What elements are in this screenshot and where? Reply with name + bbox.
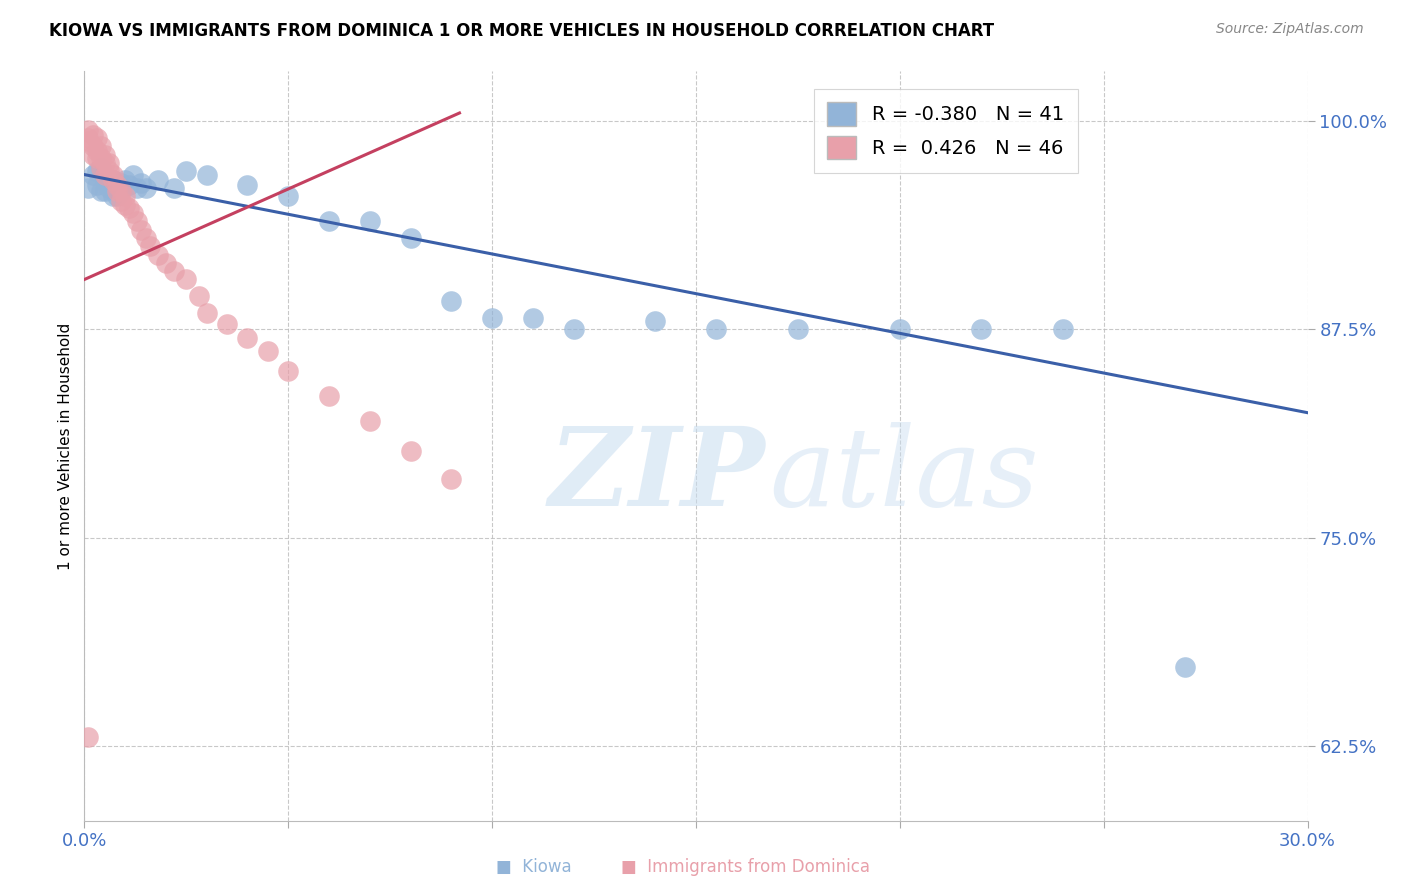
Point <box>97 156 120 170</box>
Point <box>195 306 218 320</box>
Point <box>135 181 157 195</box>
Point <box>399 231 422 245</box>
Point <box>257 344 280 359</box>
Point <box>118 201 141 215</box>
Point <box>114 189 136 203</box>
Point <box>105 184 128 198</box>
Point <box>562 322 585 336</box>
Point <box>86 145 108 159</box>
Point <box>187 289 209 303</box>
Point <box>131 222 153 236</box>
Point <box>163 181 186 195</box>
Point <box>236 331 259 345</box>
Point <box>1174 660 1197 674</box>
Point <box>481 310 503 325</box>
Point <box>101 189 124 203</box>
Text: ■  Kiowa: ■ Kiowa <box>496 858 572 876</box>
Point <box>127 214 149 228</box>
Text: Source: ZipAtlas.com: Source: ZipAtlas.com <box>1216 22 1364 37</box>
Point <box>889 322 911 336</box>
Point <box>93 184 115 198</box>
Point <box>82 128 104 142</box>
Point <box>101 172 124 186</box>
Point <box>138 239 160 253</box>
Point <box>174 164 197 178</box>
Point <box>135 231 157 245</box>
Point <box>105 181 128 195</box>
Point <box>86 164 108 178</box>
Point <box>440 472 463 486</box>
Legend: R = -0.380   N = 41, R =  0.426   N = 46: R = -0.380 N = 41, R = 0.426 N = 46 <box>814 88 1077 173</box>
Point <box>359 414 381 428</box>
Point <box>127 181 149 195</box>
Point <box>97 181 120 195</box>
Point <box>195 168 218 182</box>
Point <box>77 181 100 195</box>
Text: KIOWA VS IMMIGRANTS FROM DOMINICA 1 OR MORE VEHICLES IN HOUSEHOLD CORRELATION CH: KIOWA VS IMMIGRANTS FROM DOMINICA 1 OR M… <box>49 22 994 40</box>
Point <box>318 389 340 403</box>
Point <box>77 134 100 148</box>
Point <box>217 318 239 332</box>
Point <box>105 178 128 192</box>
Point <box>118 178 141 192</box>
Point <box>163 264 186 278</box>
Point <box>110 176 132 190</box>
Point <box>114 172 136 186</box>
Point <box>277 364 299 378</box>
Point <box>787 322 810 336</box>
Point <box>77 122 100 136</box>
Point <box>122 206 145 220</box>
Point <box>110 184 132 198</box>
Point <box>110 194 132 209</box>
Point <box>77 731 100 745</box>
Point <box>706 322 728 336</box>
Text: atlas: atlas <box>769 422 1039 530</box>
Text: ■  Immigrants from Dominica: ■ Immigrants from Dominica <box>620 858 870 876</box>
Point <box>236 178 259 192</box>
Point <box>105 189 128 203</box>
Point <box>86 178 108 192</box>
Point <box>93 172 115 186</box>
Point <box>82 147 104 161</box>
Point <box>110 184 132 198</box>
Point <box>114 197 136 211</box>
Point <box>174 272 197 286</box>
Point <box>970 322 993 336</box>
Point <box>82 139 104 153</box>
Point <box>146 247 169 261</box>
Point <box>155 256 177 270</box>
Point <box>1052 322 1074 336</box>
Point <box>93 147 115 161</box>
Point <box>318 214 340 228</box>
Point <box>399 444 422 458</box>
Point <box>440 294 463 309</box>
Point <box>90 161 112 175</box>
Y-axis label: 1 or more Vehicles in Household: 1 or more Vehicles in Household <box>58 322 73 570</box>
Point <box>90 184 112 198</box>
Point <box>90 139 112 153</box>
Point <box>90 151 112 165</box>
Point <box>101 168 124 182</box>
Point <box>522 310 544 325</box>
Point <box>86 151 108 165</box>
Point <box>277 189 299 203</box>
Point <box>644 314 666 328</box>
Point <box>122 168 145 182</box>
Text: ZIP: ZIP <box>550 422 766 530</box>
Point <box>146 172 169 186</box>
Point <box>93 156 115 170</box>
Point <box>359 214 381 228</box>
Point <box>90 161 112 175</box>
Point <box>97 164 120 178</box>
Point <box>131 176 153 190</box>
Point <box>86 131 108 145</box>
Point <box>77 131 100 145</box>
Point <box>82 168 104 182</box>
Point <box>93 168 115 182</box>
Point <box>101 172 124 186</box>
